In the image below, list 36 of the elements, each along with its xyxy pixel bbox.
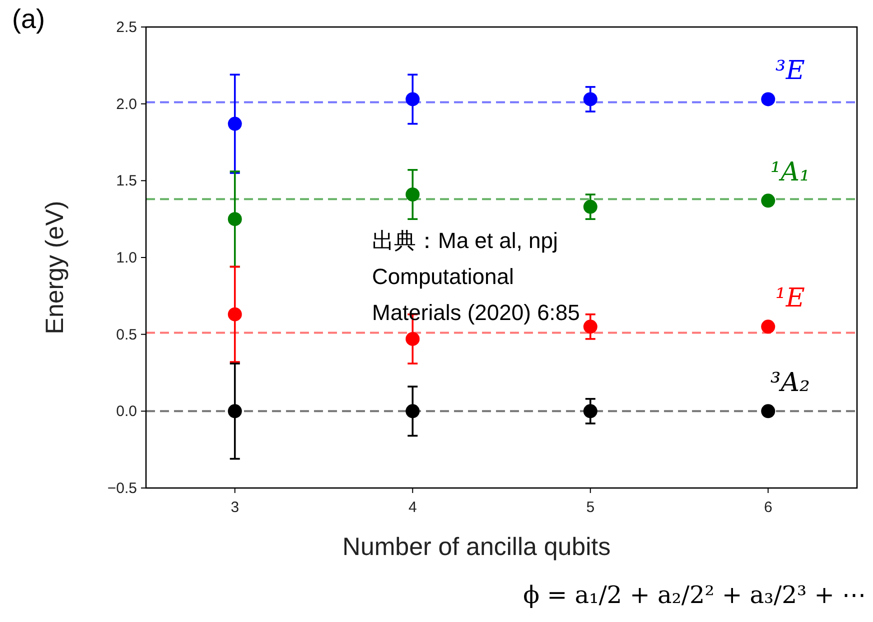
y-axis-title: Energy (eV) <box>41 200 69 334</box>
series-label: ¹A₁ <box>770 158 810 188</box>
text: ϕ = a₁/2 + a₂/2² + a₃/2³ + ⋯ <box>523 581 866 609</box>
point <box>406 92 420 106</box>
y-tick-label: 1.5 <box>116 172 137 190</box>
point <box>228 404 242 418</box>
series-label: ¹E <box>775 284 805 314</box>
annotation: 出典：Ma et al, npj Computational Materials (2020) 6:85 <box>372 228 580 325</box>
point <box>406 332 420 346</box>
point <box>761 404 776 418</box>
point <box>228 116 242 131</box>
y-tick-label: 2.5 <box>116 19 137 36</box>
y-tick-label: −0.5 <box>107 480 137 497</box>
y-tick-label: 2.0 <box>116 96 137 113</box>
y-tick-label: 1.0 <box>116 250 137 266</box>
point <box>583 92 598 106</box>
series-label: ³E <box>775 56 805 86</box>
x-tick-label: 6 <box>764 499 772 516</box>
point <box>761 92 776 106</box>
y-tick-label: 0.0 <box>116 403 137 420</box>
x-axis-title: Number of ancilla qubits <box>342 533 611 561</box>
series-label: ³A₂ <box>770 368 810 398</box>
point <box>406 187 420 202</box>
point <box>583 320 598 334</box>
point <box>583 200 598 214</box>
x-tick-label: 3 <box>230 499 240 516</box>
point <box>583 404 598 418</box>
x-tick-label: 4 <box>408 499 417 516</box>
point <box>406 404 420 418</box>
point <box>228 307 242 322</box>
y-tick-label: 0.5 <box>116 326 137 344</box>
x-tick-label: 5 <box>586 499 595 516</box>
point <box>228 212 242 226</box>
point <box>761 320 776 334</box>
point <box>761 194 776 208</box>
text: (a) <box>12 4 45 34</box>
